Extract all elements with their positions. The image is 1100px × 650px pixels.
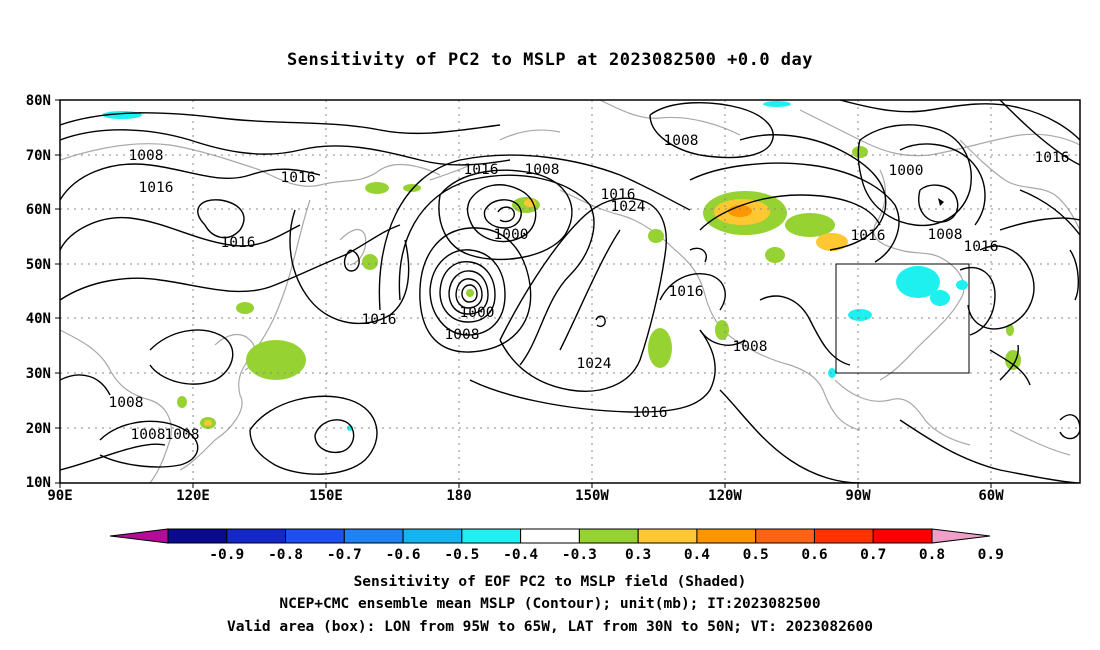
gridlines: [60, 100, 1080, 483]
contour-label: 1016: [464, 162, 499, 178]
lon-label: 60W: [978, 488, 1004, 504]
lon-label: 120E: [176, 488, 210, 504]
contour-label: 1016: [139, 180, 174, 196]
lon-label: 120W: [708, 488, 742, 504]
contour-label: 1008: [129, 148, 164, 164]
colorbar-label: 0.5: [743, 547, 769, 563]
caption-contour: NCEP+CMC ensemble mean MSLP (Contour); u…: [279, 596, 821, 612]
low-center-marker: [938, 198, 944, 206]
colorbar-segment: [872, 528, 933, 544]
contour-label: 1016: [851, 228, 886, 244]
contour-label: 1016: [669, 284, 704, 300]
colorbar-label: -0.6: [386, 547, 421, 563]
contour-label: 1016: [633, 405, 668, 421]
colorbar-segment: [167, 528, 228, 544]
caption-valid-area: Valid area (box): LON from 95W to 65W, L…: [226, 619, 873, 635]
colorbar-label: -0.5: [444, 547, 479, 563]
mslp-contours: [60, 100, 1080, 483]
colorbar-segment: [813, 528, 874, 544]
contour-label: 1008: [525, 162, 560, 178]
tick-marks: [55, 99, 992, 488]
contour-labels: 1008 1016 1016 1016 1016 1008 1016 1016 …: [109, 133, 1070, 443]
contour-label: 1008: [109, 395, 144, 411]
lon-label: 150E: [309, 488, 343, 504]
colorbar-label: -0.4: [503, 547, 538, 563]
colorbar-segment: [755, 528, 815, 544]
contour-label: 1000: [494, 227, 529, 243]
colorbar-label: 0.7: [860, 547, 886, 563]
colorbar-segment: [578, 528, 639, 544]
contour-label: 1016: [281, 170, 316, 186]
lat-label: 70N: [26, 148, 51, 164]
colorbar-segment: [402, 528, 463, 544]
colorbar-label: -0.9: [209, 547, 244, 563]
contour-label: 1016: [362, 312, 397, 328]
lat-label: 80N: [26, 93, 51, 109]
lat-label: 10N: [26, 475, 51, 491]
valid-area-box: [835, 263, 970, 374]
chart-title: Sensitivity of PC2 to MSLP at 2023082500…: [286, 50, 813, 70]
contour-label: 1024: [577, 356, 612, 372]
colorbar-left-triangle: [109, 528, 169, 544]
lon-label: 90E: [47, 488, 72, 504]
contour-label: 1000: [889, 163, 924, 179]
contour-label: 1000: [460, 305, 495, 321]
colorbar-segment: [343, 528, 404, 544]
colorbar-labels: -0.9 -0.8 -0.7 -0.6 -0.5 -0.4 -0.3 0.3 0.4 0.5 0.6…: [209, 547, 1004, 563]
colorbar-label: -0.8: [268, 547, 303, 563]
contour-label: 1016: [601, 187, 636, 203]
colorbar-segment: [696, 528, 757, 544]
contour-label: 1008: [131, 427, 166, 443]
contour-label: 1008: [445, 327, 480, 343]
sensitivity-shading: [102, 101, 1021, 431]
latitude-labels: 80N 70N 60N 50N 40N 30N 20N 10N: [26, 93, 51, 491]
contour-label: 1016: [221, 235, 256, 251]
colorbar-segment: [461, 528, 522, 544]
colorbar-label: 0.8: [919, 547, 945, 563]
colorbar-label: 0.3: [625, 547, 651, 563]
colorbar-segment: [520, 528, 580, 544]
colorbar-segment: [226, 528, 287, 544]
colorbar-label: -0.7: [327, 547, 362, 563]
colorbar-label: 0.6: [801, 547, 827, 563]
contour-label: 1008: [664, 133, 699, 149]
colorbar-right-triangle: [931, 528, 991, 544]
lat-label: 60N: [26, 202, 51, 218]
contour-label: 1016: [964, 239, 999, 255]
colorbar-segment: [285, 528, 345, 544]
contour-label: 1016: [1035, 150, 1070, 166]
lon-label: 180: [446, 488, 471, 504]
colorbar-segment: [637, 528, 698, 544]
lat-label: 40N: [26, 311, 51, 327]
lon-label: 150W: [575, 488, 609, 504]
lat-label: 30N: [26, 366, 51, 382]
colorbar-label: -0.3: [562, 547, 597, 563]
contour-label: 1008: [733, 339, 768, 355]
plot-border: [59, 99, 1081, 484]
lat-label: 20N: [26, 421, 51, 437]
colorbar-label: 0.9: [978, 547, 1004, 563]
longitude-labels: 90E 120E 150E 180 150W 120W 90W 60W: [47, 488, 1004, 504]
caption-shaded: Sensitivity of EOF PC2 to MSLP field (Sh…: [353, 574, 747, 590]
contour-label: 1008: [165, 427, 200, 443]
lat-label: 50N: [26, 257, 51, 273]
contour-label: 1024: [611, 199, 646, 215]
colorbar: [109, 528, 991, 544]
contour-label: 1008: [928, 227, 963, 243]
colorbar-label: 0.4: [684, 547, 710, 563]
lon-label: 90W: [845, 488, 871, 504]
